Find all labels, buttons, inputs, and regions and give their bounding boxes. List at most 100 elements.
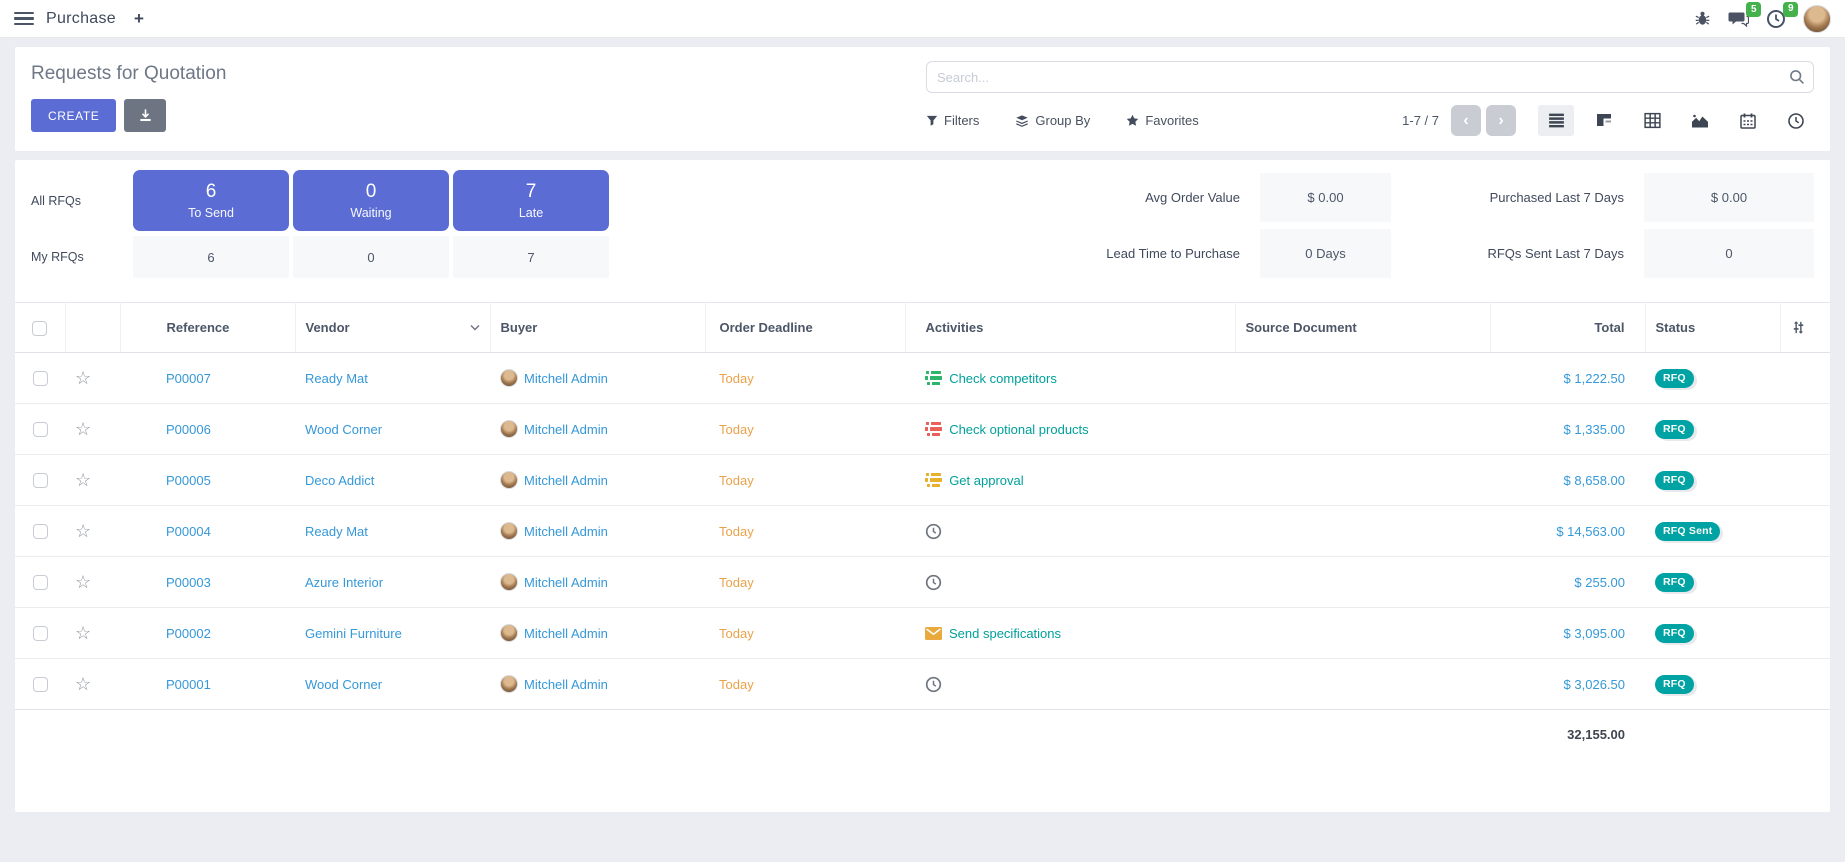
table-row[interactable]: ☆ P00004 Ready Mat Mitchell Admin Today [15, 505, 1830, 557]
star-icon[interactable]: ☆ [75, 367, 92, 388]
buyer-name[interactable]: Mitchell Admin [524, 524, 608, 539]
buyer-name[interactable]: Mitchell Admin [524, 575, 608, 590]
column-header-activities[interactable]: Activities [905, 302, 1236, 353]
activity-cell[interactable] [925, 676, 1225, 693]
reference-link[interactable]: P00007 [166, 370, 211, 386]
star-icon[interactable]: ☆ [75, 418, 92, 439]
mail-activity-icon[interactable] [925, 626, 942, 640]
optional-columns-cell[interactable] [1780, 302, 1830, 353]
vendor-link[interactable]: Wood Corner [305, 676, 383, 692]
row-checkbox[interactable] [32, 575, 48, 591]
my-tile-to-send[interactable]: 6 [133, 236, 289, 278]
star-icon[interactable]: ☆ [75, 673, 92, 694]
buyer-name[interactable]: Mitchell Admin [524, 371, 608, 386]
vendor-link[interactable]: Gemini Furniture [305, 625, 402, 641]
tasks-activity-icon[interactable] [925, 421, 943, 437]
buyer-name[interactable]: Mitchell Admin [524, 626, 608, 641]
export-button[interactable] [124, 99, 167, 132]
hamburger-menu-icon[interactable] [14, 11, 34, 26]
vendor-link[interactable]: Ready Mat [305, 523, 368, 539]
vendor-link[interactable]: Ready Mat [305, 370, 368, 386]
column-header-reference[interactable]: Reference [120, 302, 296, 353]
tile-waiting[interactable]: 0 Waiting [293, 170, 449, 231]
kpi-avg-order-value[interactable]: $ 0.00 [1260, 172, 1391, 222]
my-tile-late[interactable]: 7 [453, 236, 609, 278]
create-button[interactable]: CREATE [31, 99, 117, 132]
activities-clock-icon[interactable]: 9 [1766, 1, 1798, 29]
table-row[interactable]: ☆ P00003 Azure Interior Mitchell Admin T… [15, 556, 1830, 608]
select-all-checkbox-cell[interactable] [15, 302, 66, 353]
group-by-menu[interactable]: Group By [1015, 113, 1090, 128]
reference-link[interactable]: P00003 [166, 574, 211, 590]
star-icon[interactable]: ☆ [75, 469, 92, 490]
debug-bug-icon[interactable] [1694, 10, 1711, 27]
kpi-lead-time[interactable]: 0 Days [1260, 228, 1391, 278]
activity-label[interactable]: Send specifications [949, 625, 1062, 641]
table-row[interactable]: ☆ P00007 Ready Mat Mitchell Admin Today … [15, 352, 1830, 404]
vendor-link[interactable]: Deco Addict [305, 472, 375, 488]
kanban-view-icon[interactable] [1586, 105, 1622, 136]
tasks-activity-icon[interactable] [925, 472, 943, 488]
clock-activity-icon[interactable] [925, 523, 942, 540]
reference-link[interactable]: P00001 [166, 676, 211, 692]
activity-cell[interactable]: Check competitors [925, 371, 1225, 386]
row-checkbox[interactable] [32, 677, 48, 693]
pager-previous-button[interactable]: ‹ [1451, 105, 1481, 136]
activity-cell[interactable]: Get approval [925, 473, 1225, 488]
clock-activity-icon[interactable] [925, 676, 942, 693]
tile-to-send[interactable]: 6 To Send [133, 170, 289, 231]
column-header-vendor[interactable]: Vendor [295, 302, 491, 353]
search-input[interactable] [926, 61, 1814, 93]
list-view-icon[interactable] [1538, 105, 1574, 136]
activity-view-icon[interactable] [1778, 105, 1814, 136]
table-row[interactable]: ☆ P00001 Wood Corner Mitchell Admin Toda… [15, 658, 1830, 710]
calendar-view-icon[interactable] [1730, 105, 1766, 136]
pivot-view-icon[interactable] [1634, 105, 1670, 136]
buyer-name[interactable]: Mitchell Admin [524, 473, 608, 488]
activity-cell[interactable] [925, 574, 1225, 591]
column-header-source-document[interactable]: Source Document [1235, 302, 1491, 353]
reference-link[interactable]: P00004 [166, 523, 211, 539]
reference-link[interactable]: P00006 [166, 421, 211, 437]
activity-label[interactable]: Get approval [949, 472, 1024, 488]
row-checkbox[interactable] [32, 626, 48, 642]
table-row[interactable]: ☆ P00005 Deco Addict Mitchell Admin Toda… [15, 454, 1830, 506]
graph-view-icon[interactable] [1682, 105, 1718, 136]
column-header-total[interactable]: Total [1490, 302, 1646, 353]
row-checkbox[interactable] [32, 473, 48, 489]
activity-label[interactable]: Check optional products [949, 421, 1089, 437]
vendor-link[interactable]: Wood Corner [305, 421, 383, 437]
my-rfqs-filter[interactable]: My RFQs [31, 250, 84, 264]
all-rfqs-filter[interactable]: All RFQs [31, 193, 81, 208]
kpi-rfqs-sent-7d[interactable]: 0 [1644, 228, 1814, 278]
table-row[interactable]: ☆ P00006 Wood Corner Mitchell Admin Toda… [15, 403, 1830, 455]
filters-menu[interactable]: Filters [926, 113, 979, 128]
activity-cell[interactable]: Check optional products [925, 422, 1225, 437]
vendor-link[interactable]: Azure Interior [305, 574, 384, 590]
tasks-activity-icon[interactable] [925, 370, 943, 386]
star-icon[interactable]: ☆ [75, 622, 92, 643]
column-header-buyer[interactable]: Buyer [490, 302, 706, 353]
clock-activity-icon[interactable] [925, 574, 942, 591]
activity-cell[interactable] [925, 523, 1225, 540]
kpi-purchased-7d[interactable]: $ 0.00 [1644, 172, 1814, 222]
app-menu-purchase[interactable]: Purchase [46, 9, 116, 27]
favorites-menu[interactable]: Favorites [1126, 113, 1199, 128]
pager-next-button[interactable]: › [1486, 105, 1516, 136]
my-tile-waiting[interactable]: 0 [293, 236, 449, 278]
reference-link[interactable]: P00005 [166, 472, 211, 488]
column-header-status[interactable]: Status [1645, 302, 1781, 353]
activity-label[interactable]: Check competitors [949, 370, 1057, 386]
select-all-checkbox[interactable] [32, 320, 48, 336]
row-checkbox[interactable] [32, 371, 48, 387]
star-icon[interactable]: ☆ [75, 520, 92, 541]
user-avatar[interactable] [1803, 4, 1831, 33]
row-checkbox[interactable] [32, 524, 48, 540]
table-row[interactable]: ☆ P00002 Gemini Furniture Mitchell Admin… [15, 607, 1830, 659]
reference-link[interactable]: P00002 [166, 625, 211, 641]
activity-cell[interactable]: Send specifications [925, 626, 1225, 641]
messages-icon[interactable]: 5 [1728, 2, 1761, 28]
buyer-name[interactable]: Mitchell Admin [524, 677, 608, 692]
row-checkbox[interactable] [32, 422, 48, 438]
column-header-order-deadline[interactable]: Order Deadline [705, 302, 906, 353]
